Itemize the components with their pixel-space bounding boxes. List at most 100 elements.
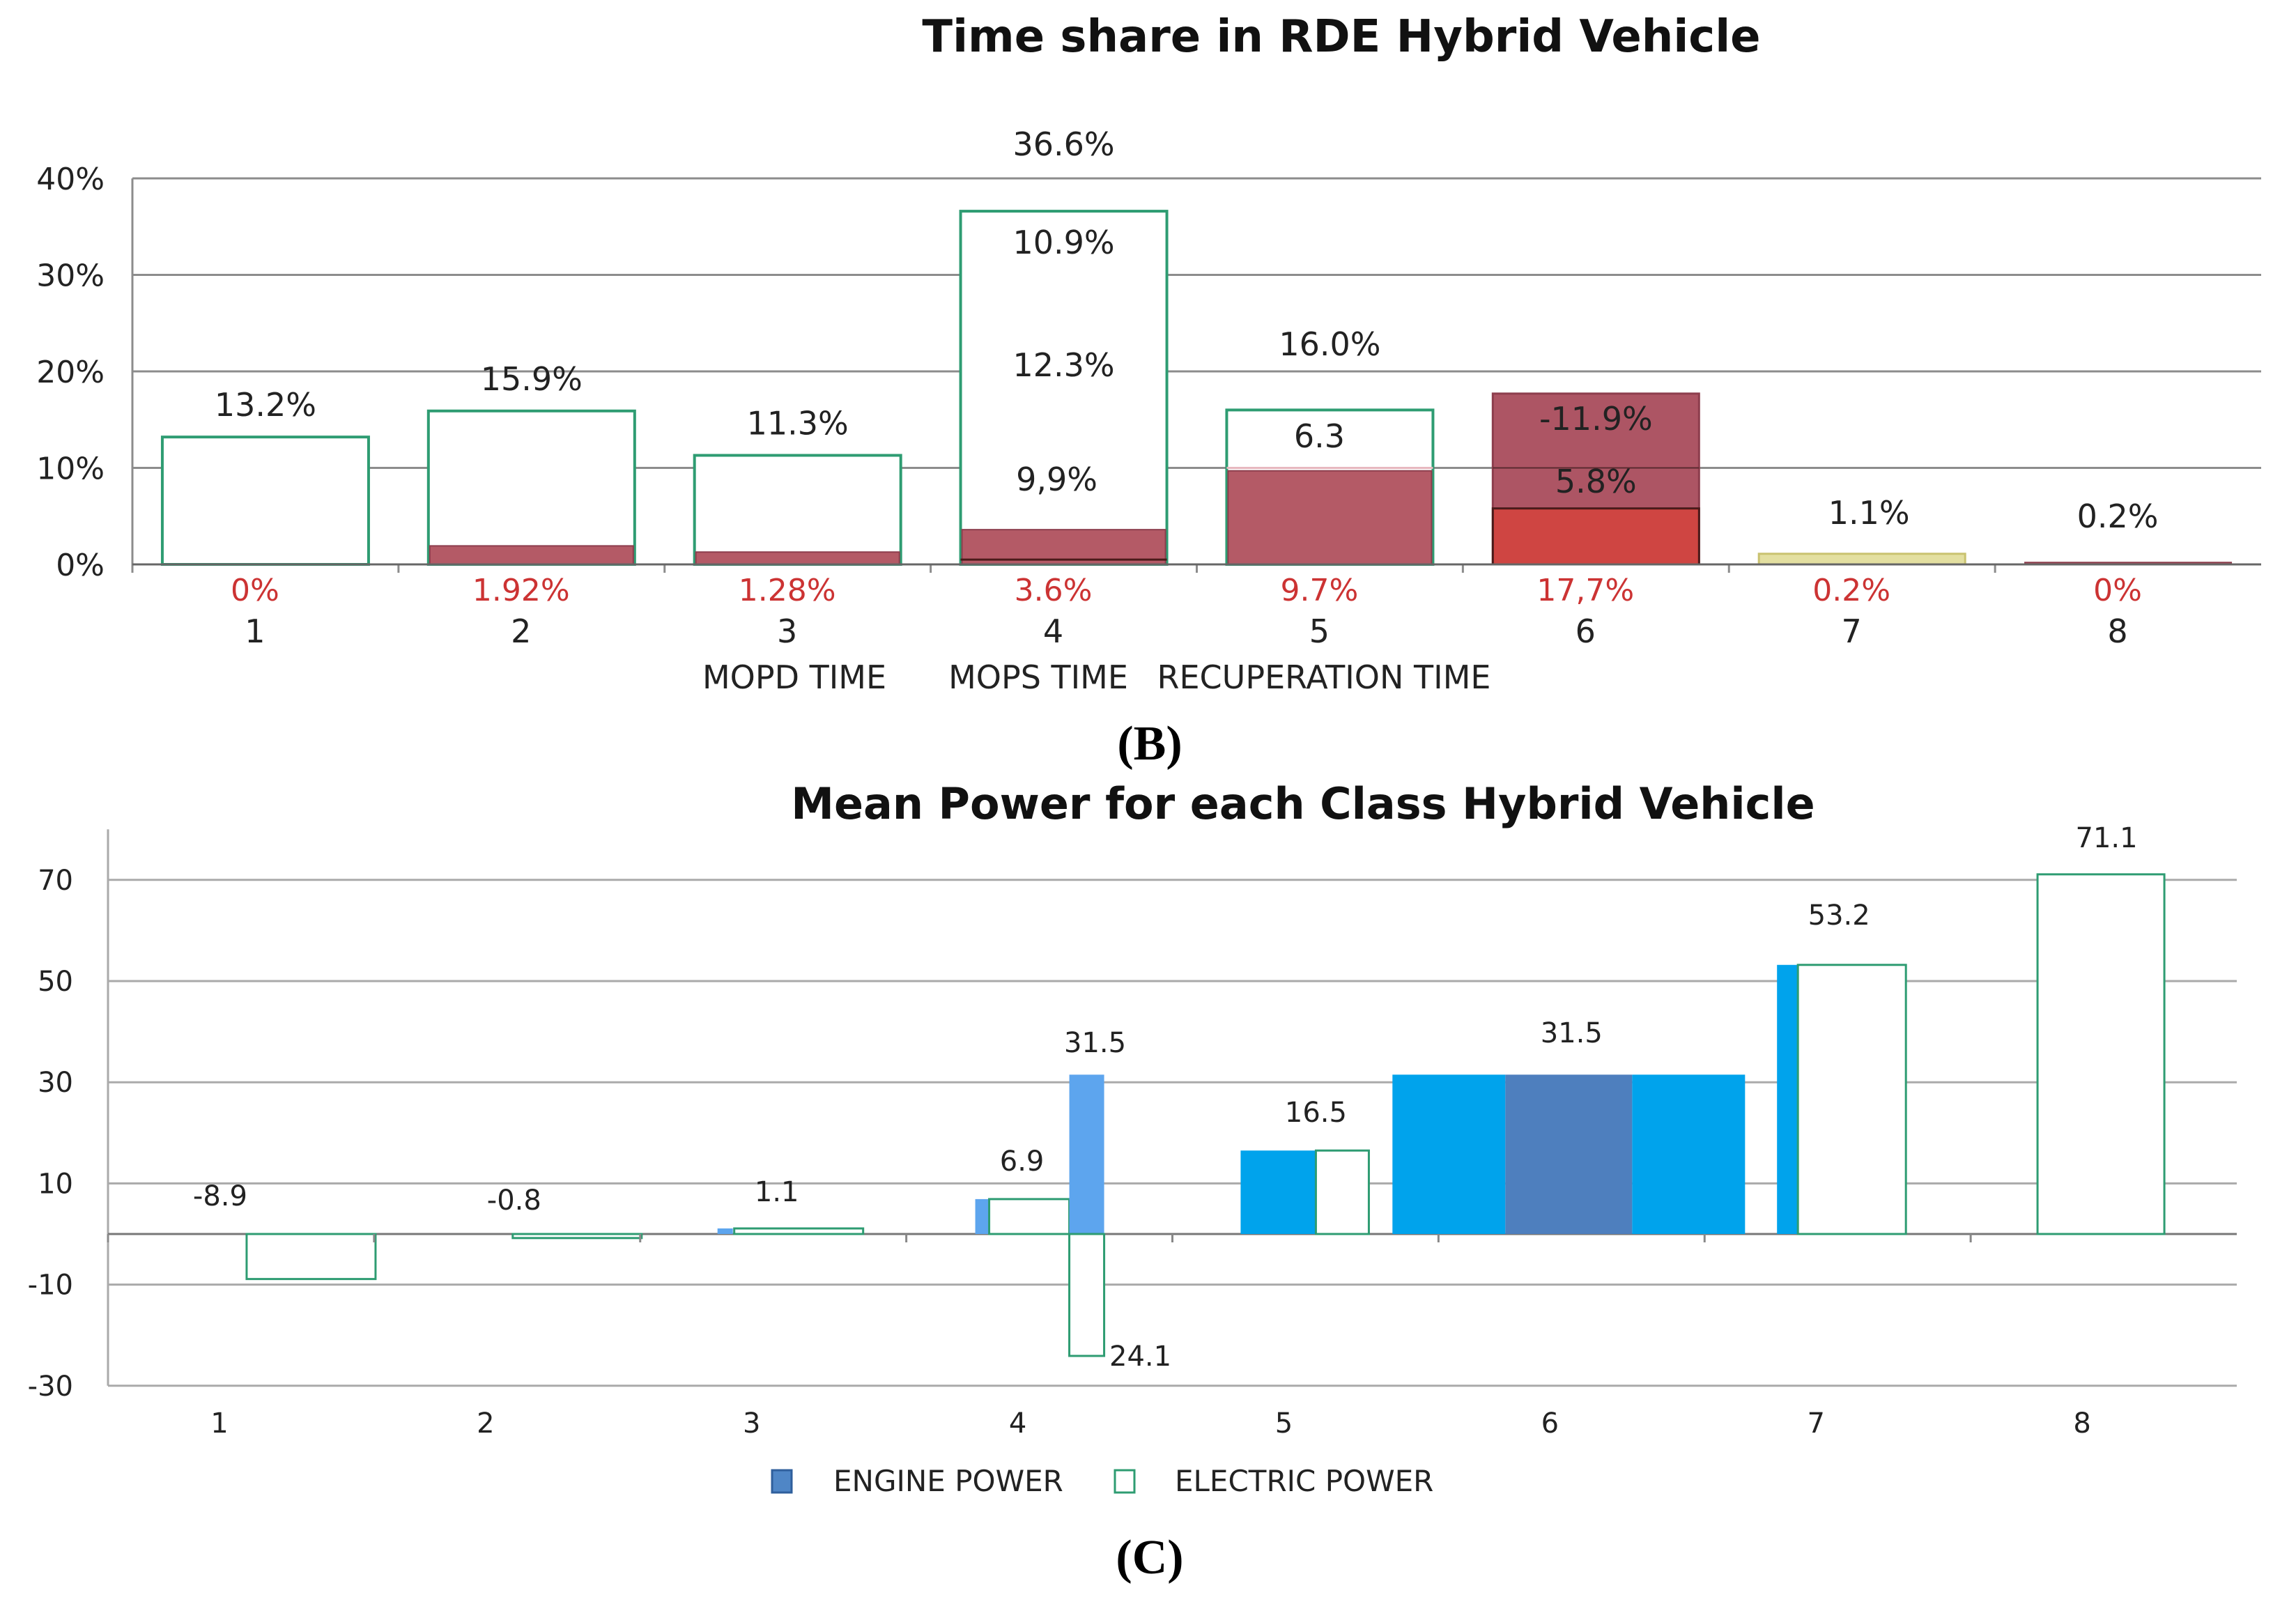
- total-label: 16.0%: [1279, 325, 1380, 363]
- chart-b-bars: [160, 210, 2233, 566]
- engine-bar-4-high: [1069, 1074, 1104, 1234]
- data-label: 71.1: [2076, 822, 2138, 854]
- chart-c-legend: ENGINE POWER ELECTRIC POWER: [771, 1464, 1433, 1498]
- x-tick-label: 4: [1009, 1408, 1026, 1440]
- data-label: 24.1: [1109, 1341, 1171, 1373]
- x-tick-label: 5: [1275, 1408, 1293, 1440]
- y-tick-label: 50: [38, 966, 73, 998]
- segment-label-pos-6: 5.8%: [1555, 463, 1637, 500]
- engine-share-label: 9.7%: [1281, 573, 1359, 608]
- engine-bar-6-mid: [1505, 1074, 1633, 1234]
- legend-engine-power: ENGINE POWER: [833, 1464, 1063, 1498]
- total-label: 13.2%: [215, 386, 316, 424]
- data-label: 31.5: [1541, 1017, 1603, 1049]
- engine-share-label: 1.92%: [472, 573, 570, 608]
- data-label: 16.5: [1285, 1097, 1347, 1129]
- engine-share-label: 17,7%: [1536, 573, 1634, 608]
- y-tick-label: 30: [38, 1067, 73, 1099]
- x-tick-label: 3: [777, 612, 797, 650]
- legend-electric-power: ELECTRIC POWER: [1175, 1464, 1433, 1498]
- y-tick-label: 10%: [36, 452, 105, 487]
- x-tick-label: 8: [2073, 1408, 2090, 1440]
- bar-engine-2: [429, 545, 634, 566]
- chart-c-data-labels: -8.9 -0.8 1.1 6.9 31.5 24.1 16.5 31.5 53.2 71.1: [193, 822, 2138, 1373]
- data-label: 6.9: [1000, 1146, 1045, 1178]
- engine-bar-5: [1240, 1150, 1316, 1234]
- bar-engine-3: [695, 551, 900, 565]
- x-tick-label: 1: [245, 612, 265, 650]
- x-tick-label: 7: [1842, 612, 1862, 650]
- x-tick-label: 5: [1309, 612, 1330, 650]
- chart-c-y-axis: -30 -10 10 30 50 70: [28, 865, 73, 1403]
- electric-bar-7: [1796, 964, 1907, 1235]
- y-tick-label: 30%: [36, 259, 105, 294]
- total-label: 1.1%: [1828, 494, 1910, 532]
- y-tick-label: 10: [38, 1168, 73, 1200]
- engine-bar-7: [1777, 964, 1798, 1234]
- x-tick-label: 8: [2107, 612, 2127, 650]
- engine-share-label: 0%: [231, 573, 279, 608]
- data-label: -8.9: [193, 1180, 247, 1212]
- data-label: 1.1: [755, 1176, 799, 1208]
- legend-recuperation-time: RECUPERATION TIME: [1157, 658, 1491, 696]
- segment-label-recuperation: 9,9%: [1016, 461, 1097, 498]
- engine-share-label: 0.2%: [1812, 573, 1890, 608]
- chart-b-x-axis: 1 2 3 4 5 6 7 8: [131, 563, 2261, 650]
- bar-total-1: [160, 435, 370, 566]
- panel-label-b: (B): [1117, 717, 1182, 771]
- chart-c-title: Mean Power for each Class Hybrid Vehicle: [791, 778, 1815, 829]
- total-label: 15.9%: [481, 360, 583, 398]
- chart-c-x-axis: 1 2 3 4 5 6 7 8: [107, 1234, 2091, 1440]
- total-label: 11.3%: [747, 404, 849, 442]
- segment-label-mopd: 10.9%: [1012, 224, 1114, 261]
- panel-label-c: (C): [1116, 1531, 1183, 1584]
- x-tick-label: 7: [1807, 1408, 1824, 1440]
- total-label: 0.2%: [2077, 498, 2159, 535]
- legend-mopd-time: MOPD TIME: [702, 658, 886, 696]
- engine-bar-6-right: [1632, 1074, 1746, 1234]
- data-label: 31.5: [1064, 1027, 1126, 1059]
- segment-label-mops-5: 6.3: [1294, 417, 1345, 455]
- x-tick-label: 3: [743, 1408, 760, 1440]
- y-tick-label: 20%: [36, 355, 105, 390]
- chart-b-data-labels: 13.2% 0% 15.9% 1.92% 11.3% 1.28% 36.6% 3.6% 16.0…: [215, 125, 2159, 608]
- engine-bar-3: [717, 1228, 733, 1234]
- chart-b-title: Time share in RDE Hybrid Vehicle: [922, 11, 1760, 63]
- engine-share-label: 0%: [2093, 573, 2142, 608]
- mean-power-chart: Mean Power for each Class Hybrid Vehicle…: [28, 778, 2237, 1584]
- chart-b-y-axis: 0% 10% 20% 30% 40%: [36, 162, 105, 583]
- y-tick-label: -30: [28, 1371, 73, 1403]
- legend-electric-swatch: [1114, 1469, 1136, 1494]
- y-tick-label: 40%: [36, 162, 105, 197]
- engine-share-label: 1.28%: [739, 573, 836, 608]
- electric-bar-2: [511, 1233, 643, 1240]
- engine-share-label: 3.6%: [1015, 573, 1093, 608]
- data-label: 53.2: [1808, 900, 1870, 932]
- y-tick-label: -10: [28, 1270, 73, 1302]
- chart-c-gridlines: [107, 829, 2237, 1387]
- segment-label-mops: 12.3%: [1012, 346, 1114, 384]
- x-tick-label: 6: [1541, 1408, 1559, 1440]
- legend-engine-swatch: [771, 1469, 793, 1494]
- bar-engine-5: [1227, 470, 1433, 566]
- engine-bar-4: [975, 1198, 989, 1234]
- electric-bar-5: [1314, 1149, 1370, 1235]
- bar-total-2: [426, 409, 636, 566]
- segment-label-neg-6: -11.9%: [1539, 400, 1653, 438]
- electric-bar-8: [2036, 873, 2166, 1235]
- y-tick-label: 0%: [56, 548, 105, 583]
- x-tick-label: 6: [1575, 612, 1596, 650]
- bar-class-6-engine: [1491, 507, 1700, 566]
- electric-bar-1: [245, 1233, 377, 1281]
- bar-total-4: [959, 210, 1169, 566]
- x-tick-label: 1: [210, 1408, 228, 1440]
- electric-bar-4-negative: [1068, 1233, 1106, 1357]
- data-label: -0.8: [487, 1185, 541, 1217]
- x-tick-label: 2: [511, 612, 531, 650]
- legend-mops-time: MOPS TIME: [948, 658, 1128, 696]
- chart-c-bars: [245, 873, 2166, 1357]
- y-tick-label: 70: [38, 865, 73, 897]
- bar-total-3: [693, 454, 902, 566]
- total-label: 36.6%: [1012, 125, 1114, 163]
